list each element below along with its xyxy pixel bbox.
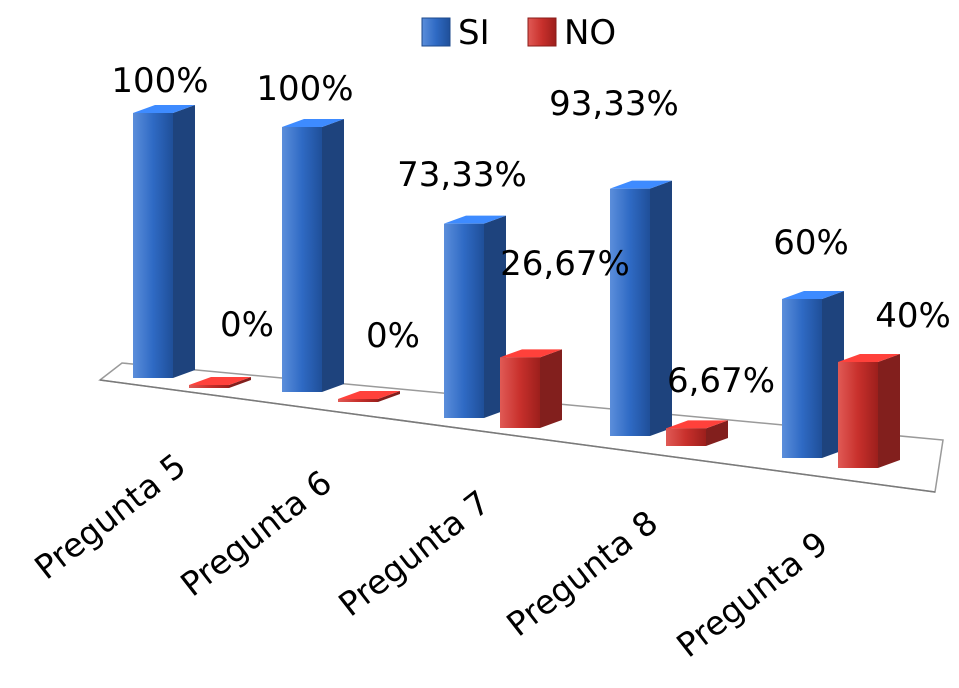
data-label-si-2: 100% — [256, 69, 353, 109]
data-label-no-4: 6,67% — [667, 361, 775, 401]
bar-no-1-side — [229, 377, 251, 388]
bar-si-2-side — [322, 119, 344, 392]
bar-no-1-front — [189, 385, 229, 388]
bar-si-2-front — [282, 127, 322, 392]
legend: SI NO — [421, 13, 616, 53]
bar-si-2-top — [282, 119, 344, 127]
bar-si-3 — [444, 215, 506, 418]
category-label-4: Pregunta 8 — [499, 503, 665, 644]
category-label-3: Pregunta 7 — [331, 483, 497, 624]
bar-no-2 — [338, 391, 400, 402]
bar-si-4-top — [610, 180, 672, 189]
data-label-no-3: 26,67% — [500, 244, 630, 284]
data-label-si-5: 60% — [773, 223, 849, 263]
bar-si-3-front — [444, 223, 484, 418]
bar-no-5-side — [878, 354, 900, 468]
legend-item-si: SI — [421, 13, 490, 53]
bar-si-5-top — [782, 291, 844, 299]
bar-no-3 — [500, 349, 562, 428]
category-label-1: Pregunta 5 — [27, 446, 193, 587]
data-labels: 100% 0% 100% 0% 73,33% 26,67% 93,33% 6,67% 60% 40… — [111, 61, 950, 401]
bar-no-1-top — [189, 377, 251, 385]
bar-si-2 — [282, 119, 344, 392]
data-label-no-5: 40% — [875, 296, 951, 336]
bar-si-5 — [782, 291, 844, 458]
bar-no-4 — [666, 420, 728, 446]
bar-si-1-top — [133, 105, 195, 113]
bar-no-3-side — [540, 349, 562, 428]
data-label-no-1: 0% — [220, 305, 274, 345]
bar-si-1-front — [133, 113, 173, 378]
legend-label-no: NO — [564, 13, 616, 53]
bar-no-2-top — [338, 391, 400, 399]
bar-no-3-front — [500, 357, 540, 428]
bar-no-2-side — [378, 391, 400, 402]
bar-no-4-front — [666, 428, 706, 446]
bar-no-5-top — [838, 354, 900, 362]
category-label-2: Pregunta 6 — [173, 463, 339, 604]
bars-layer — [133, 105, 900, 468]
data-label-si-1: 100% — [111, 61, 208, 101]
bar-no-2-front — [338, 399, 378, 402]
legend-swatch-si — [421, 17, 451, 47]
bar-si-4-front — [610, 188, 650, 436]
chart-floor-edge — [99, 379, 936, 493]
category-label-5: Pregunta 9 — [669, 524, 835, 665]
bar-si-1 — [133, 105, 195, 378]
data-label-si-3: 73,33% — [397, 155, 527, 195]
legend-item-no: NO — [527, 13, 616, 53]
bar-no-1 — [189, 377, 251, 388]
bar-si-4 — [610, 180, 672, 436]
bar-si-1-side — [173, 105, 195, 378]
bar-si-4-side — [650, 180, 672, 436]
data-label-no-2: 0% — [366, 316, 420, 356]
bar-no-5 — [838, 354, 900, 468]
legend-swatch-no — [527, 17, 557, 47]
bar-si-3-top — [444, 215, 506, 224]
data-label-si-4: 93,33% — [549, 84, 679, 124]
bar-no-5-front — [838, 362, 878, 468]
bar-no-4-side — [706, 420, 728, 446]
bar-si-5-front — [782, 299, 822, 458]
bar-no-4-top — [666, 420, 728, 429]
legend-label-si: SI — [458, 13, 490, 53]
bar-no-3-top — [500, 349, 562, 358]
